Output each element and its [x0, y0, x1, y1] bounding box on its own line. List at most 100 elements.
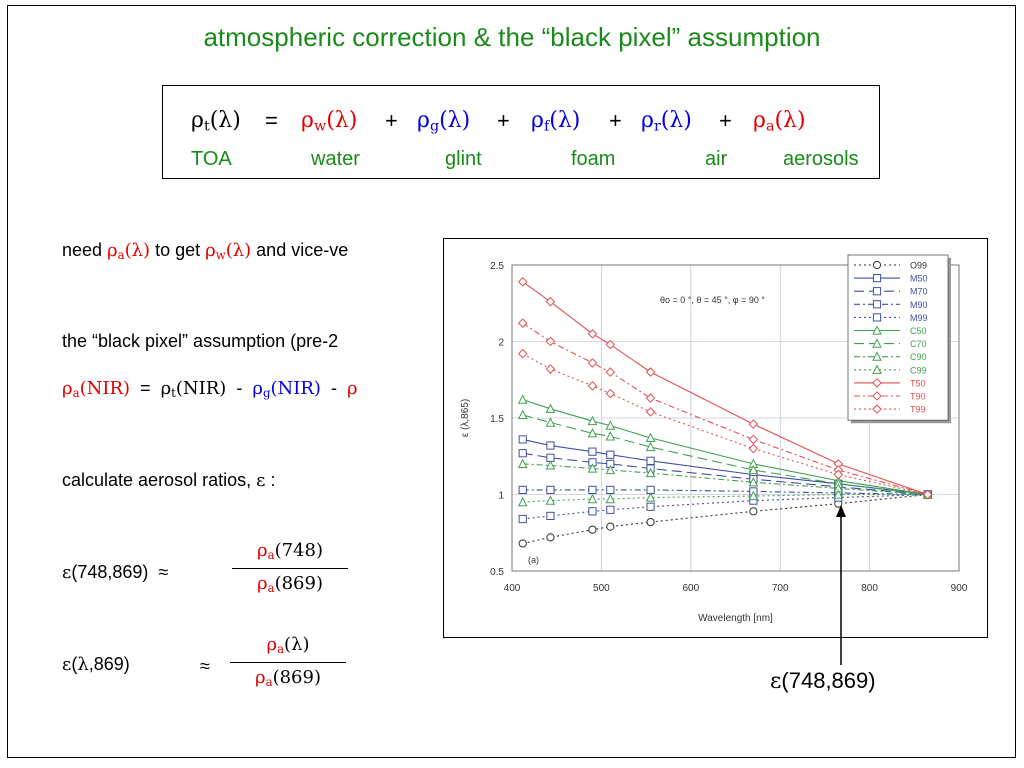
data-point-c99 [545, 495, 556, 505]
data-point-t99 [545, 364, 556, 374]
x-tick-label: 900 [951, 583, 968, 594]
series-line-m70 [522, 452, 928, 496]
data-point-m50 [588, 447, 597, 456]
data-point-o99 [749, 507, 758, 516]
y-tick-label: 0.5 [490, 567, 504, 578]
data-point-m50 [518, 435, 527, 444]
eq-equals: = [265, 108, 278, 133]
data-point-c99 [833, 489, 844, 499]
data-point-t99 [833, 469, 844, 480]
legend-marker [872, 287, 882, 296]
legend-entry: C70 [910, 339, 927, 349]
data-point-m99 [546, 511, 555, 521]
data-point-t50 [605, 339, 616, 350]
ratio1-lhs: ε(748,869) ≈ [62, 562, 169, 583]
legend-marker [872, 260, 882, 270]
data-point-t99 [922, 489, 933, 500]
series-line-c90 [522, 463, 928, 496]
label-aerosols: aerosols [783, 148, 859, 170]
eq-term-aerosols: ρa(λ) [753, 108, 806, 135]
data-point-t50 [748, 419, 759, 429]
series-line-m90 [522, 489, 928, 496]
data-point-c99 [645, 492, 656, 502]
data-point-m70 [518, 449, 527, 458]
data-point-t99 [605, 388, 616, 399]
plot-area [511, 264, 960, 572]
data-point-t99 [517, 348, 528, 359]
data-point-c99 [517, 496, 528, 507]
legend-marker [872, 404, 882, 414]
series-line-c99 [522, 493, 928, 503]
text-black-pixel-line: the “black pixel” assumption (pre-2 [62, 331, 339, 351]
data-point-t50 [587, 329, 598, 339]
text-need-line: need ρa(λ) to get ρw(λ) and vice-ve [62, 240, 349, 262]
fraction-bar [230, 661, 346, 663]
data-point-c70 [545, 417, 556, 427]
data-point-m99 [518, 514, 527, 524]
data-point-c70 [517, 409, 528, 420]
equation-box: ρt(λ) = ρw(λ) + ρg(λ) + ρf(λ) + ρr(λ) + … [162, 85, 880, 179]
series-line-c50 [522, 399, 928, 496]
data-point-m90 [606, 485, 615, 495]
data-point-m90 [518, 485, 527, 495]
legend-marker [872, 391, 882, 401]
series-line-o99 [522, 493, 928, 544]
label-air: air [705, 148, 728, 170]
data-point-c90 [545, 460, 556, 470]
data-point-m50 [646, 456, 655, 465]
eq-term-glint: ρg(λ) [417, 108, 471, 135]
label-foam: foam [571, 148, 616, 170]
data-point-c70 [605, 431, 616, 441]
ratio1-fraction: ρa(748) ρa(869) [232, 540, 348, 595]
data-point-m99 [588, 507, 597, 516]
x-tick-label: 700 [772, 583, 789, 594]
data-point-t50 [517, 277, 528, 287]
eq-plus-2: + [497, 108, 510, 133]
legend-entry: T90 [910, 392, 926, 402]
data-point-t50 [545, 296, 556, 307]
legend-entry: C99 [910, 365, 927, 375]
legend-marker [872, 364, 882, 374]
y-tick-label: 2.5 [490, 261, 504, 272]
data-point-c50 [545, 403, 556, 413]
data-point-t90 [645, 393, 656, 403]
legend-entry: T99 [910, 405, 926, 415]
data-point-m90 [588, 485, 597, 495]
panel-label: (a) [528, 555, 539, 565]
data-point-c90 [748, 476, 759, 487]
fraction-bar [232, 567, 348, 569]
x-tick-label: 600 [682, 583, 699, 594]
legend-marker [872, 300, 882, 309]
ratio2-approx: ≈ [200, 656, 210, 676]
slide-title: atmospheric correction & the “black pixe… [203, 22, 821, 52]
slide-frame [7, 5, 1016, 758]
eq-plus-3: + [609, 108, 622, 133]
data-point-c50 [587, 415, 598, 426]
ratio2-fraction: ρa(λ) ρa(869) [230, 634, 346, 689]
chart-svg: 400 500 600 700 800 900 0.5 1 1.5 2 2.5 Wavelength … [460, 254, 968, 624]
legend-marker [872, 338, 882, 348]
data-point-t90 [517, 318, 528, 328]
y-tick-label: 1.5 [490, 414, 504, 425]
eq-term-water: ρw(λ) [301, 108, 358, 135]
x-axis-label: Wavelength [nm] [698, 613, 773, 624]
legend-marker [872, 313, 882, 322]
data-point-c90 [587, 463, 598, 473]
legend-entry: M70 [910, 287, 928, 297]
data-point-c99 [587, 493, 598, 504]
data-point-t90 [748, 434, 759, 445]
eq-term-air: ρr(λ) [641, 108, 692, 135]
geometry-annotation: θo = 0 °, θ = 45 °, φ = 90 ° [660, 295, 765, 305]
legend-entry: M99 [910, 313, 928, 323]
data-point-c90 [605, 464, 616, 475]
label-toa: TOA [191, 148, 232, 170]
aerosol-ratio-chart: 400 500 600 700 800 900 0.5 1 1.5 2 2.5 Wavelength … [443, 238, 988, 638]
legend-marker [872, 378, 882, 388]
legend-entry: C90 [910, 352, 927, 362]
data-point-t99 [645, 407, 656, 417]
data-point-c70 [645, 441, 656, 452]
legend-entry: T50 [910, 378, 926, 388]
data-point-c70 [748, 464, 759, 475]
y-tick-label: 2 [498, 338, 504, 349]
data-point-t50 [645, 367, 656, 377]
